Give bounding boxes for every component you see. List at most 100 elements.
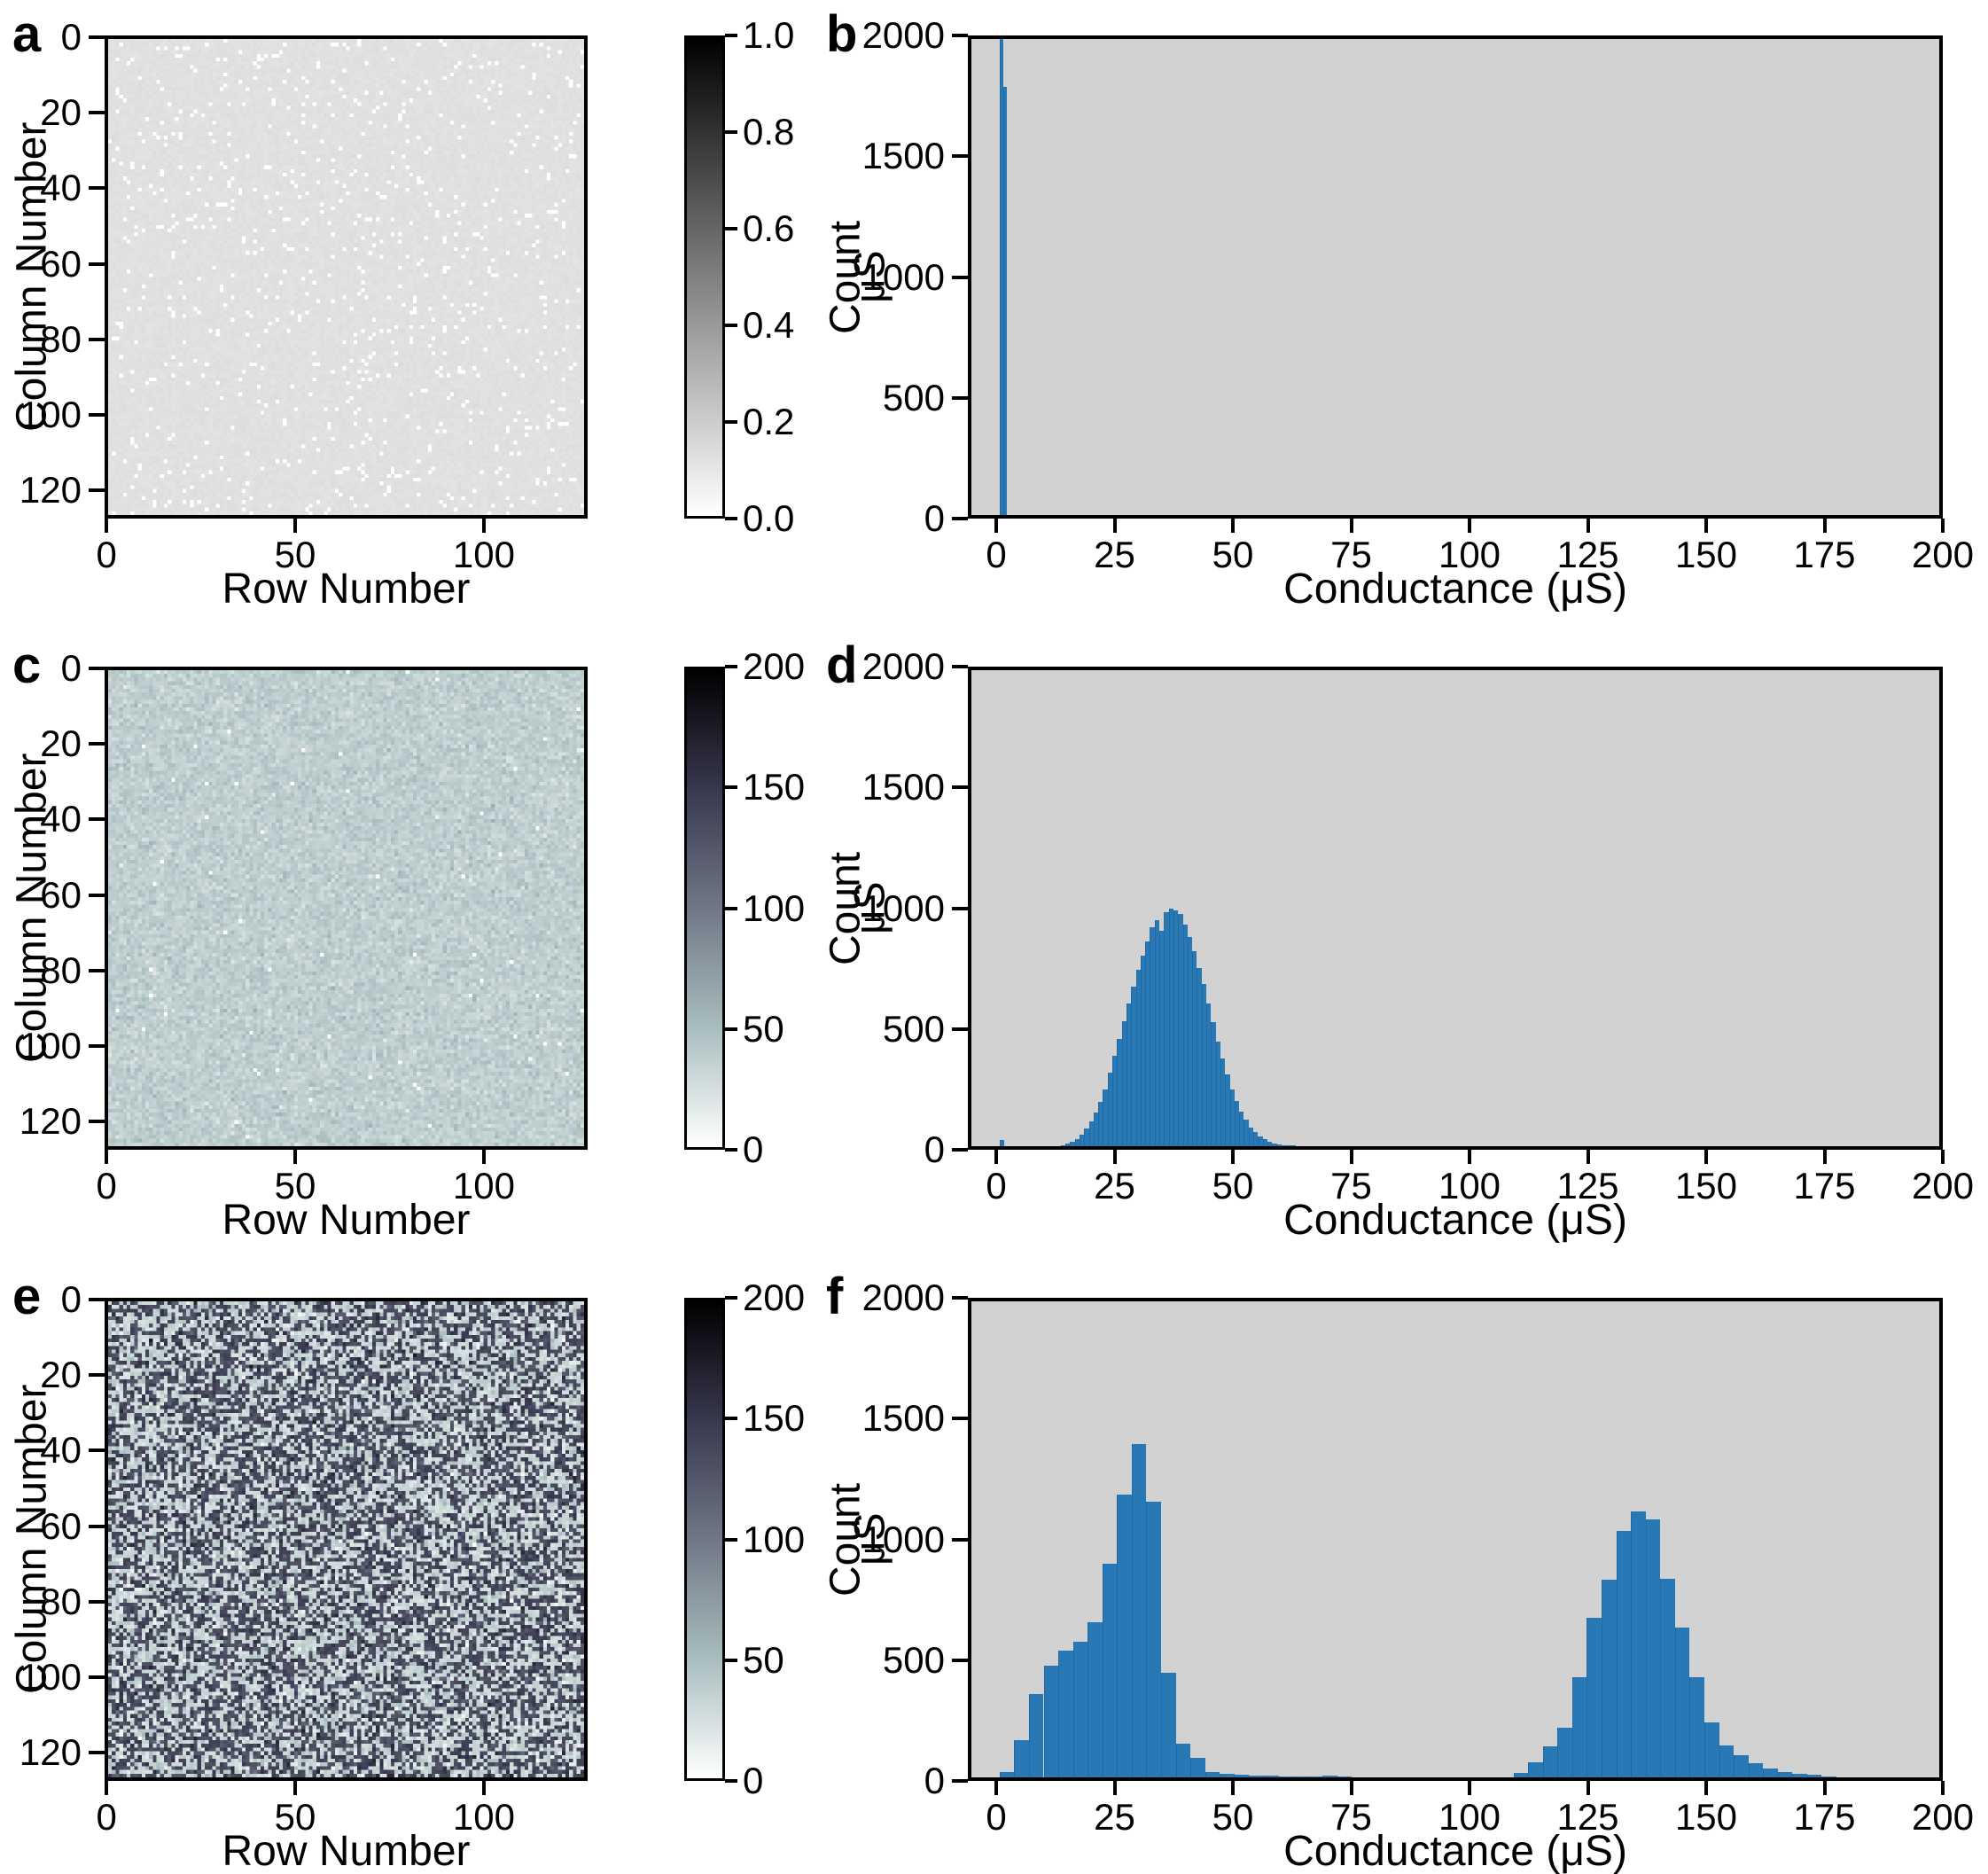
histogram-bar [1322, 1775, 1337, 1777]
y-tick-label: 60 [40, 1504, 82, 1547]
colorbar-tick-label: 0.4 [743, 304, 795, 346]
histogram-bar [1513, 1772, 1529, 1777]
x-tick-mark [293, 1781, 298, 1795]
histogram-bar [1079, 1134, 1085, 1146]
x-tick-label: 25 [1094, 1165, 1135, 1206]
histogram-bar [1792, 1773, 1807, 1777]
x-tick-label: 50 [1212, 1165, 1254, 1206]
histogram-bar [1164, 911, 1169, 1146]
x-tick-mark [481, 1781, 486, 1795]
colorbar-tick-label: 150 [743, 1397, 806, 1440]
x-axis-label-c: Row Number [222, 1197, 471, 1244]
histogram-bar [1154, 919, 1160, 1146]
histogram-bar [1234, 1775, 1250, 1777]
x-tick-label: 200 [1911, 1796, 1975, 1838]
y-tick-label: 1500 [861, 1397, 945, 1440]
y-tick-mark [89, 817, 105, 822]
x-tick-label: 0 [96, 1165, 117, 1206]
x-tick-mark [1468, 519, 1472, 533]
x-tick-mark [1468, 1781, 1472, 1795]
x-tick-label: 175 [1793, 1165, 1856, 1206]
histogram-bar [1088, 1120, 1094, 1146]
colorbar-tick-label: 100 [743, 1518, 806, 1560]
panel-letter-e: e [12, 1268, 42, 1325]
x-tick-label: 125 [1556, 534, 1619, 575]
histogram-bar [1074, 1138, 1080, 1146]
y-tick-label: 40 [40, 1429, 82, 1472]
histogram-bar [1201, 984, 1207, 1146]
histogram-bar [1587, 1618, 1602, 1777]
y-tick-label: 100 [19, 1655, 82, 1698]
y-tick-mark [952, 1296, 968, 1300]
histogram-bar [1748, 1762, 1764, 1777]
histogram-bar [1703, 1722, 1719, 1777]
x-tick-label: 100 [1438, 534, 1501, 575]
colorbar-tick-label: 0 [743, 1128, 764, 1170]
y-tick-mark [89, 1298, 105, 1302]
histogram-bar [1014, 1739, 1029, 1777]
y-tick-mark [89, 893, 105, 897]
colorbar-tick-mark [725, 1296, 737, 1300]
x-axis-label-d: Conductance (μS) [1283, 1197, 1627, 1244]
histogram-bar [1103, 1089, 1108, 1146]
y-tick-mark [89, 1524, 105, 1528]
panel-letter-c: c [12, 636, 42, 694]
histogram-bar [999, 1772, 1015, 1777]
y-tick-label: 60 [40, 242, 82, 285]
x-tick-mark [1941, 519, 1945, 533]
y-tick-label: 0 [924, 1760, 945, 1801]
x-tick-mark [1349, 1150, 1353, 1164]
colorbar-tick-label: 0.0 [743, 497, 795, 539]
y-tick-mark [89, 412, 105, 417]
histogram-bar [1220, 1773, 1235, 1777]
panel-letter-a: a [12, 5, 42, 63]
x-tick-label: 100 [1438, 1796, 1501, 1838]
histogram-bar [1225, 1074, 1230, 1146]
y-tick-label: 500 [882, 376, 945, 418]
x-tick-label: 150 [1674, 1796, 1738, 1838]
histogram-bar [1557, 1727, 1572, 1777]
histogram-bar [1215, 1041, 1220, 1146]
y-tick-mark [952, 1779, 968, 1783]
histogram-bar [999, 1140, 1005, 1146]
histogram-bar [1674, 1627, 1690, 1777]
histogram-bar [1528, 1761, 1543, 1777]
colorbar-tick-mark [725, 130, 737, 134]
y-tick-mark [89, 1120, 105, 1124]
x-tick-mark [994, 1781, 999, 1795]
histogram-bar [1003, 86, 1008, 515]
histogram-bar [1145, 941, 1150, 1146]
y-tick-label: 2000 [861, 1277, 945, 1318]
x-tick-label: 100 [452, 534, 515, 575]
y-tick-label: 2000 [861, 14, 945, 56]
x-tick-mark [1231, 519, 1236, 533]
y-tick-label: 1000 [861, 255, 945, 298]
y-tick-mark [952, 785, 968, 790]
histogram-bar [1187, 936, 1193, 1146]
histogram-bar [1660, 1579, 1675, 1777]
histogram-bar [1220, 1058, 1226, 1146]
x-tick-mark [1941, 1150, 1945, 1164]
x-axis-label-a: Row Number [222, 566, 471, 613]
heatmap-c [105, 667, 588, 1150]
histogram-bar [1262, 1139, 1267, 1146]
histogram-bar [1777, 1772, 1793, 1777]
histogram-bar [1689, 1677, 1704, 1777]
x-tick-mark [1586, 1781, 1590, 1795]
histogram-bar [1135, 970, 1141, 1146]
x-tick-mark [293, 1150, 298, 1164]
histogram-bar [1806, 1775, 1822, 1777]
y-tick-mark [89, 667, 105, 671]
colorbar-c [684, 667, 725, 1150]
x-tick-label: 50 [1212, 1796, 1254, 1838]
y-tick-mark [89, 262, 105, 266]
histogram-bar [1734, 1754, 1749, 1777]
x-tick-mark [481, 519, 486, 533]
colorbar-tick-mark [725, 1537, 737, 1542]
x-tick-label: 25 [1094, 1796, 1135, 1838]
y-tick-label: 80 [40, 317, 82, 360]
histogram-bar [1182, 925, 1188, 1146]
x-tick-mark [105, 519, 109, 533]
colorbar-tick-label: 150 [743, 766, 806, 808]
histogram-bar [1060, 1144, 1065, 1146]
